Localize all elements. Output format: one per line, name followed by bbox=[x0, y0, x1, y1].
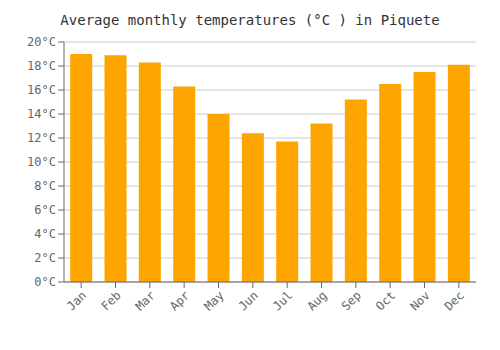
svg-text:Jun: Jun bbox=[236, 288, 261, 313]
svg-text:Aug: Aug bbox=[304, 288, 329, 313]
html-text:Average monthly temperatures (: Average monthly temperatures (°C ) in Pi… bbox=[60, 12, 440, 28]
svg-text:16°C: 16°C bbox=[27, 83, 56, 97]
svg-text:20°C: 20°C bbox=[27, 35, 56, 49]
svg-text:12°C: 12°C bbox=[27, 131, 56, 145]
svg-text:Mar: Mar bbox=[133, 288, 158, 313]
svg-text:Nov: Nov bbox=[407, 288, 432, 313]
svg-text:Dec: Dec bbox=[442, 288, 467, 313]
svg-text:18°C: 18°C bbox=[27, 59, 56, 73]
svg-text:4°C: 4°C bbox=[34, 227, 56, 241]
svg-text:Jan: Jan bbox=[64, 288, 89, 313]
svg-text:14°C: 14°C bbox=[27, 107, 56, 121]
svg-text:Sep: Sep bbox=[339, 288, 364, 313]
svg-text:0°C: 0°C bbox=[34, 275, 56, 289]
svg-text:Oct: Oct bbox=[373, 288, 398, 313]
svg-text:10°C: 10°C bbox=[27, 155, 56, 169]
svg-text:Jul: Jul bbox=[270, 288, 295, 313]
svg-text:May: May bbox=[201, 288, 226, 313]
svg-text:6°C: 6°C bbox=[34, 203, 56, 217]
svg-text:2°C: 2°C bbox=[34, 251, 56, 265]
svg-text:Feb: Feb bbox=[98, 288, 123, 313]
svg-text:8°C: 8°C bbox=[34, 179, 56, 193]
svg-text:Apr: Apr bbox=[167, 288, 192, 313]
